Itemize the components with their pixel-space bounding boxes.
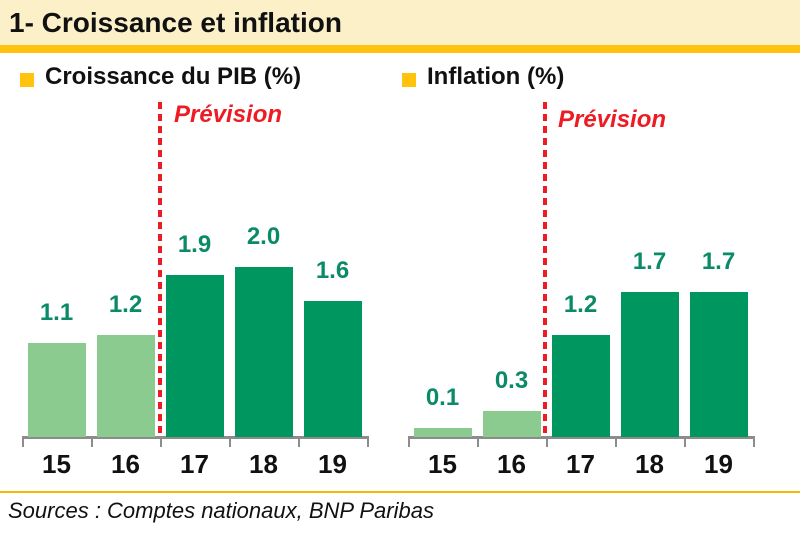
chart-title-inflation: Inflation (%) — [427, 63, 565, 90]
bar — [689, 292, 748, 437]
year-label: 15 — [42, 449, 71, 479]
legend-bullet-icon — [402, 73, 416, 87]
forecast-annotation: Prévision — [174, 101, 283, 128]
x-axis-tick — [615, 436, 617, 447]
x-axis-tick — [160, 436, 162, 447]
x-axis-tick — [546, 436, 548, 447]
bar-value-label: 1.2 — [108, 291, 143, 318]
x-axis-tick — [367, 436, 369, 447]
chart-title-gdp-growth: Croissance du PIB (%) — [45, 63, 302, 90]
x-axis-tick — [753, 436, 755, 447]
bar-value-label: 1.1 — [39, 299, 74, 326]
bar — [482, 411, 541, 437]
x-axis-line — [22, 436, 369, 439]
bar — [165, 275, 224, 437]
year-label: 19 — [704, 449, 733, 479]
year-label: 17 — [180, 449, 209, 479]
bar — [27, 343, 86, 437]
x-axis-line — [408, 436, 753, 439]
x-axis-tick — [229, 436, 231, 447]
title-banner: 1- Croissance et inflation — [0, 0, 800, 45]
x-axis-tick — [408, 436, 410, 447]
banner-underline — [0, 45, 800, 53]
bar-value-label: 1.2 — [563, 291, 598, 318]
year-label: 19 — [318, 449, 347, 479]
bar-value-label: 1.7 — [701, 248, 736, 275]
year-label: 16 — [497, 449, 526, 479]
bar-value-label: 1.6 — [315, 257, 350, 284]
x-axis-tick — [684, 436, 686, 447]
forecast-annotation: Prévision — [558, 106, 667, 133]
sources-note: Sources : Comptes nationaux, BNP Paribas — [8, 498, 434, 523]
bar — [234, 267, 293, 437]
year-label: 17 — [566, 449, 595, 479]
page-title: 1- Croissance et inflation — [9, 7, 342, 38]
forecast-divider-line — [158, 102, 162, 437]
x-axis-tick — [22, 436, 24, 447]
forecast-divider-line — [543, 102, 547, 437]
bar — [96, 335, 155, 437]
year-label: 18 — [635, 449, 664, 479]
bar-value-label: 1.9 — [177, 231, 212, 258]
bar — [551, 335, 610, 437]
bar — [413, 428, 472, 437]
year-label: 15 — [428, 449, 457, 479]
legend-bullet-icon — [20, 73, 34, 87]
footer-rule — [0, 491, 800, 493]
bar-value-label: 2.0 — [246, 223, 281, 250]
bar-value-label: 0.3 — [494, 367, 529, 394]
x-axis-tick — [91, 436, 93, 447]
x-axis-tick — [298, 436, 300, 447]
bar — [303, 301, 362, 437]
bar-value-label: 0.1 — [425, 384, 460, 411]
x-axis-tick — [477, 436, 479, 447]
year-label: 16 — [111, 449, 140, 479]
bar — [620, 292, 679, 437]
bar-value-label: 1.7 — [632, 248, 667, 275]
year-label: 18 — [249, 449, 278, 479]
